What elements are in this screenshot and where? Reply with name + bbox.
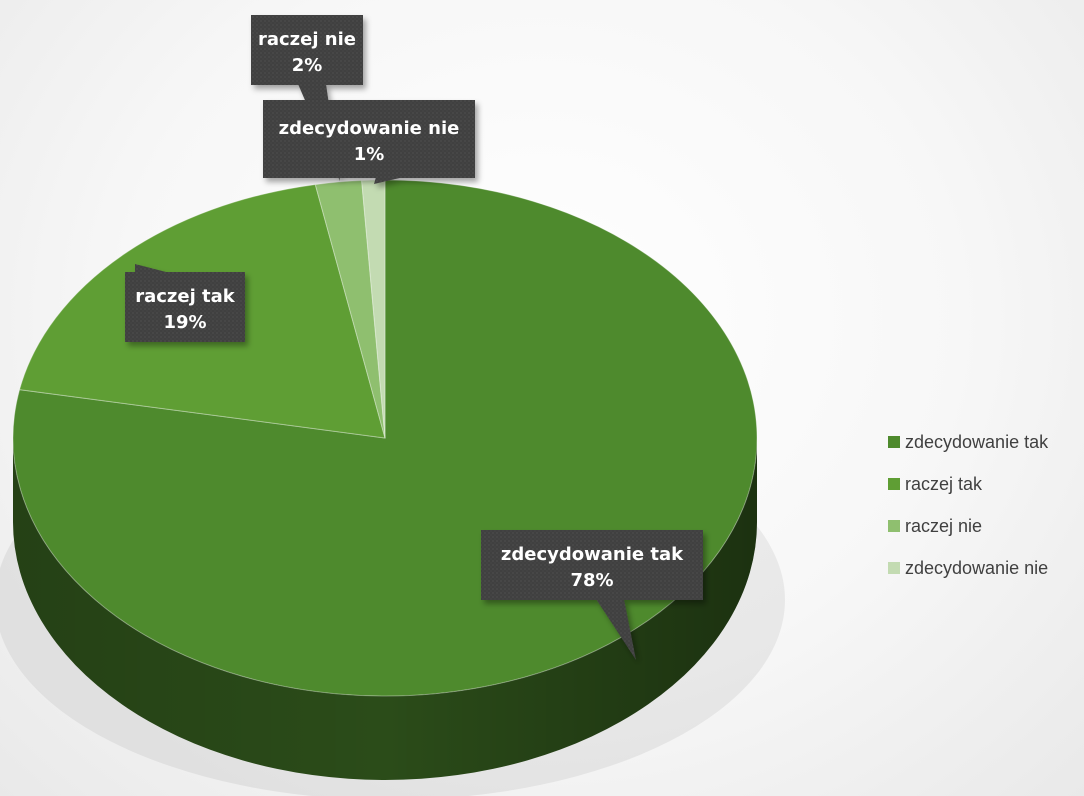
legend: zdecydowanie tak raczej tak raczej nie zdec… <box>888 432 1049 578</box>
callout-pointer <box>374 177 404 184</box>
legend-item-zdecydowanie-nie: zdecydowanie nie <box>888 558 1048 578</box>
legend-item-raczej-nie: raczej nie <box>888 516 982 536</box>
data-label-category: raczej tak <box>135 286 236 307</box>
data-label-zdecydowanie-tak: zdecydowanie tak 78% <box>481 530 703 660</box>
callout-box <box>481 530 703 600</box>
legend-label: raczej tak <box>905 474 983 494</box>
data-labels: zdecydowanie tak 78% raczej tak 19% raczej n… <box>125 15 703 660</box>
pie-side-shade-0 <box>13 438 757 780</box>
data-label-value: 78% <box>570 570 613 591</box>
data-label-zdecydowanie-nie: zdecydowanie nie 1% <box>263 100 475 184</box>
callout-box <box>263 100 475 178</box>
legend-swatch <box>888 520 900 532</box>
pie-side <box>13 438 757 780</box>
legend-label: zdecydowanie nie <box>905 558 1048 578</box>
legend-label: raczej nie <box>905 516 982 536</box>
callout-pointer <box>135 264 170 273</box>
legend-swatch <box>888 478 900 490</box>
data-label-category: zdecydowanie nie <box>279 118 460 139</box>
callout-box <box>125 272 245 342</box>
data-label-value: 19% <box>163 312 206 333</box>
data-label-category: zdecydowanie tak <box>501 544 684 565</box>
data-label-raczej-tak: raczej tak 19% <box>125 264 245 342</box>
data-label-value: 1% <box>354 144 385 165</box>
pie-slice-raczej-nie <box>314 179 386 439</box>
callout-box <box>251 15 363 85</box>
legend-label: zdecydowanie tak <box>905 432 1049 452</box>
data-label-value: 2% <box>292 55 323 76</box>
pie-slices <box>12 179 758 697</box>
legend-swatch <box>888 562 900 574</box>
legend-swatch <box>888 436 900 448</box>
callout-pointer <box>596 599 636 660</box>
legend-item-zdecydowanie-tak: zdecydowanie tak <box>888 432 1049 452</box>
legend-item-raczej-tak: raczej tak <box>888 474 983 494</box>
data-label-category: raczej nie <box>258 29 356 50</box>
